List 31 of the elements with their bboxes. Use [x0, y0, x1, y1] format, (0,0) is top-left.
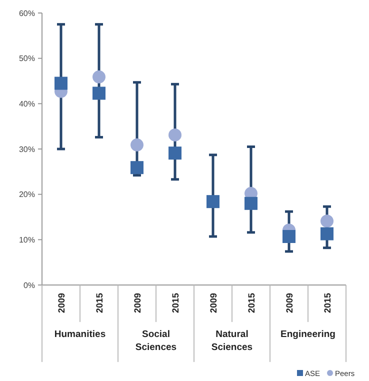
x-tick-label: 2015	[322, 292, 332, 314]
point	[168, 146, 182, 160]
point	[130, 138, 144, 152]
point	[282, 230, 296, 243]
point	[92, 86, 106, 100]
x-tick-label: 2009	[208, 292, 218, 314]
text: Engineering	[280, 329, 336, 340]
x-tick-label: 2015	[94, 292, 104, 314]
point	[320, 227, 334, 240]
point	[206, 195, 220, 208]
text: Humanities	[54, 329, 106, 340]
text: Natural Sciences	[211, 329, 253, 353]
point	[54, 76, 68, 90]
x-tick-label: 2009	[132, 292, 142, 314]
y-tick-label: 30%	[18, 144, 35, 154]
point	[168, 128, 182, 142]
x-tick-label: 2015	[170, 292, 180, 314]
point	[320, 214, 334, 228]
point	[244, 196, 258, 210]
x-tick-label: 2009	[56, 292, 66, 314]
y-tick-label: 20%	[18, 190, 35, 200]
x-tick-label: 2009	[284, 292, 294, 314]
y-tick-label: 50%	[18, 54, 35, 64]
x-tick-label: 2015	[246, 292, 256, 314]
text: Social Sciences	[135, 329, 177, 353]
y-tick-label: 40%	[18, 99, 35, 108]
y-tick-label: 0%	[23, 280, 35, 290]
y-tick-label: 10%	[18, 235, 35, 244]
point	[92, 70, 106, 84]
point	[130, 161, 144, 174]
y-tick-label: 60%	[18, 8, 35, 18]
